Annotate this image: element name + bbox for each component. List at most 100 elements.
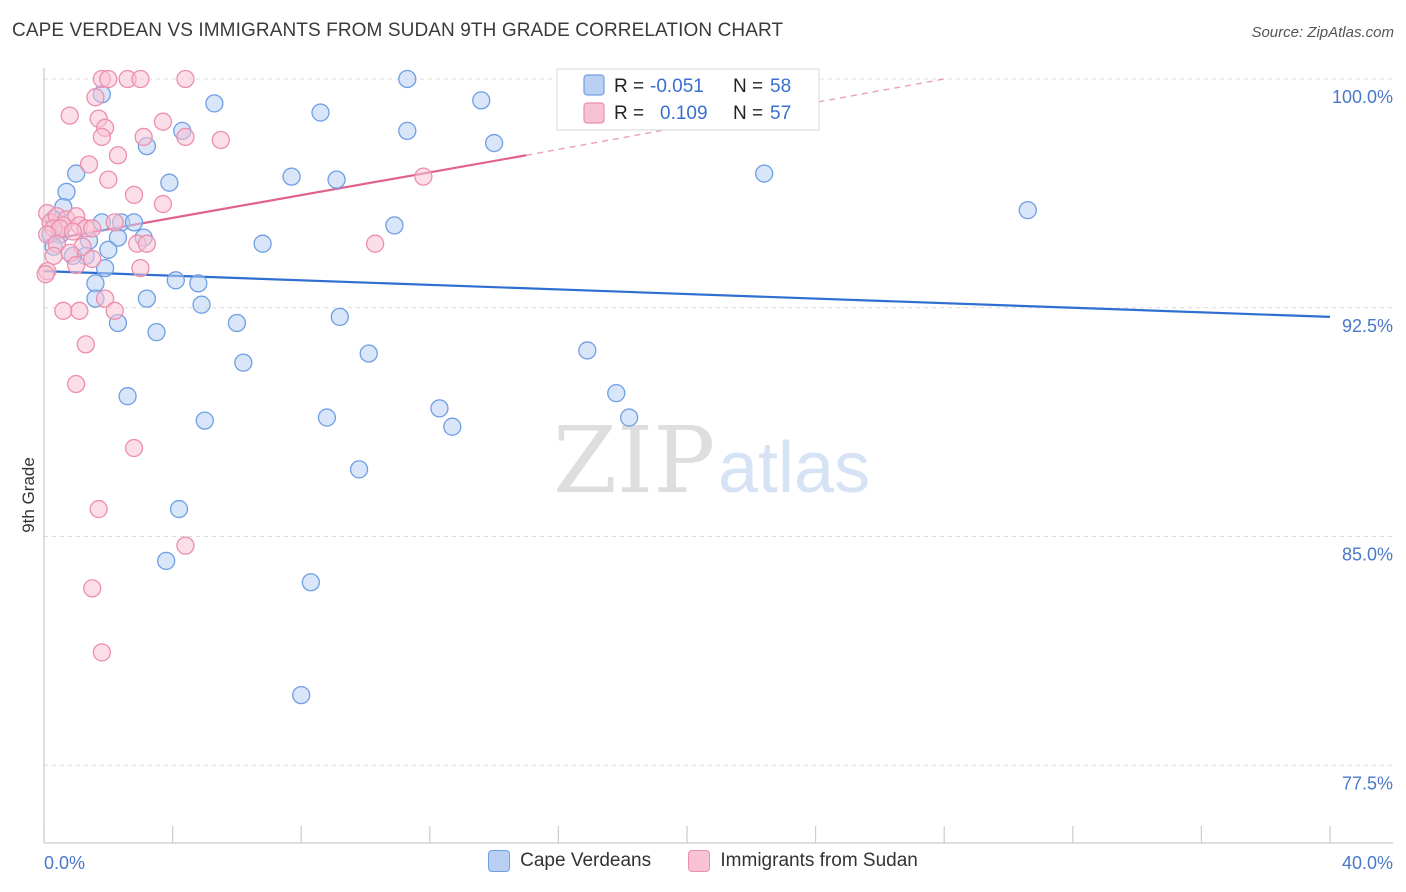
point-cape-verdeans xyxy=(86,274,105,293)
point-cape-verdeans xyxy=(1018,200,1037,220)
chart-title: CAPE VERDEAN VS IMMIGRANTS FROM SUDAN 9T… xyxy=(12,20,784,41)
point-cape-verdeans xyxy=(137,289,157,308)
point-sudan xyxy=(153,112,173,131)
point-sudan xyxy=(131,258,150,278)
point-cape-verdeans xyxy=(118,387,137,406)
y-tick-label: 77.5% xyxy=(1342,773,1393,793)
point-cape-verdeans xyxy=(398,121,417,141)
point-sudan xyxy=(67,374,86,394)
point-cape-verdeans xyxy=(166,271,185,290)
point-sudan xyxy=(176,69,195,89)
point-cape-verdeans xyxy=(430,399,449,418)
y-tick-label: 100.0% xyxy=(1332,87,1393,107)
point-cape-verdeans xyxy=(160,173,179,192)
point-sudan xyxy=(76,335,95,354)
point-cape-verdeans xyxy=(205,94,224,113)
stats-legend: R = -0.051 N = 58 R = 0.109 N = 57 xyxy=(556,68,820,131)
trend-line-cape-verdeans xyxy=(43,270,1331,318)
stats-blue-n-label: N = xyxy=(733,76,763,97)
y-tick-label: 85.0% xyxy=(1342,545,1393,565)
series-legend: Cape Verdeans Immigrants from Sudan xyxy=(0,850,1406,878)
legend-item-cape-verdeans: Cape Verdeans xyxy=(488,850,651,872)
point-cape-verdeans xyxy=(484,133,504,153)
point-sudan xyxy=(67,255,86,275)
legend-label-sudan: Immigrants from Sudan xyxy=(720,850,918,871)
point-sudan xyxy=(414,167,433,186)
stats-blue-r-label: R = xyxy=(614,76,644,97)
data-points xyxy=(36,69,1037,705)
point-cape-verdeans xyxy=(292,685,311,705)
stats-blue-r-value: -0.051 xyxy=(650,76,704,97)
point-cape-verdeans xyxy=(234,353,253,372)
point-sudan xyxy=(176,536,195,555)
point-cape-verdeans xyxy=(147,322,166,342)
point-sudan xyxy=(70,301,89,320)
legend-label-cape-verdeans: Cape Verdeans xyxy=(520,850,652,871)
gridlines xyxy=(44,78,1393,766)
point-sudan xyxy=(36,265,55,284)
stats-blue-n-value: 58 xyxy=(770,76,791,97)
point-sudan xyxy=(105,301,124,320)
point-sudan xyxy=(44,246,63,266)
point-sudan xyxy=(63,222,83,241)
point-cape-verdeans xyxy=(349,460,369,479)
stats-pink-r-value: 0.109 xyxy=(660,103,708,124)
point-cape-verdeans xyxy=(192,295,211,314)
legend-swatch-blue xyxy=(488,850,511,872)
y-tick-labels: 100.0% 92.5% 85.0% 77.5% xyxy=(1332,87,1393,793)
point-sudan xyxy=(176,127,195,147)
watermark-atlas: atlas xyxy=(718,428,870,508)
legend-swatch-pink xyxy=(688,850,711,872)
point-sudan xyxy=(86,88,105,107)
point-cape-verdeans xyxy=(578,341,597,360)
point-cape-verdeans xyxy=(330,307,349,327)
point-sudan xyxy=(99,170,118,189)
point-cape-verdeans xyxy=(95,258,115,278)
legend-item-sudan: Immigrants from Sudan xyxy=(688,850,918,872)
point-cape-verdeans xyxy=(311,103,330,122)
point-sudan xyxy=(105,213,124,232)
point-cape-verdeans xyxy=(195,411,214,430)
point-cape-verdeans xyxy=(99,240,118,259)
point-cape-verdeans xyxy=(619,408,639,427)
point-cape-verdeans xyxy=(317,408,337,427)
point-sudan xyxy=(153,194,173,214)
point-cape-verdeans xyxy=(443,417,462,436)
point-sudan xyxy=(83,249,102,269)
point-sudan xyxy=(60,106,79,125)
point-cape-verdeans xyxy=(189,274,208,293)
point-cape-verdeans xyxy=(157,551,176,571)
y-axis-label: 9th Grade xyxy=(19,457,38,533)
point-cape-verdeans xyxy=(57,182,76,202)
point-cape-verdeans xyxy=(755,164,774,183)
point-sudan xyxy=(54,301,73,320)
point-cape-verdeans xyxy=(227,313,247,333)
point-sudan xyxy=(211,130,230,150)
point-sudan xyxy=(134,127,153,147)
point-sudan xyxy=(92,643,112,662)
point-cape-verdeans xyxy=(607,383,626,403)
point-sudan xyxy=(137,234,157,253)
point-sudan xyxy=(79,155,99,174)
point-cape-verdeans xyxy=(301,573,320,592)
point-sudan xyxy=(365,234,385,253)
point-sudan xyxy=(83,579,102,598)
stats-blue-swatch xyxy=(583,74,605,96)
source-note: Source: ZipAtlas.com xyxy=(1251,24,1394,41)
point-cape-verdeans xyxy=(385,216,404,235)
point-cape-verdeans xyxy=(169,499,189,519)
point-cape-verdeans xyxy=(327,170,346,189)
x-tick-label: 40.0% xyxy=(1342,853,1393,873)
point-sudan xyxy=(124,185,144,205)
point-sudan xyxy=(99,69,118,89)
point-cape-verdeans xyxy=(282,167,301,186)
point-sudan xyxy=(131,69,150,89)
x-tick-label: 0.0% xyxy=(44,853,85,873)
y-tick-label: 92.5% xyxy=(1342,316,1393,336)
point-cape-verdeans xyxy=(67,164,86,183)
stats-pink-n-value: 57 xyxy=(770,103,791,124)
stats-pink-r-label: R = xyxy=(614,103,644,124)
point-cape-verdeans xyxy=(359,344,378,363)
point-cape-verdeans xyxy=(398,69,417,89)
